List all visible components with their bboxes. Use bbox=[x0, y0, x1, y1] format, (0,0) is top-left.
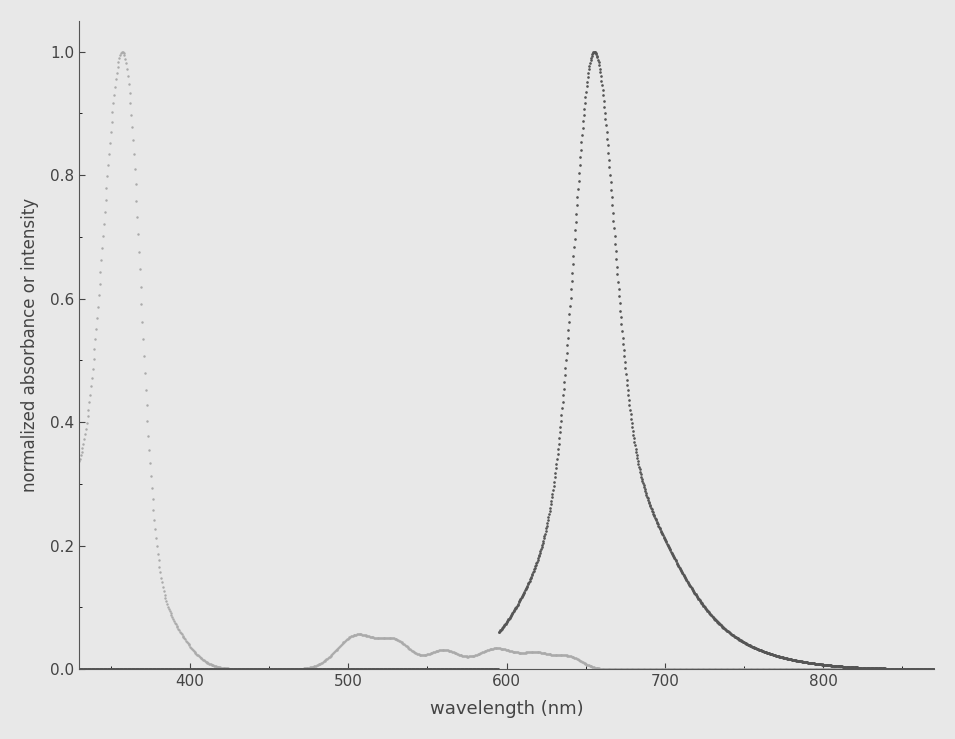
Y-axis label: normalized absorbance or intensity: normalized absorbance or intensity bbox=[21, 198, 39, 492]
X-axis label: wavelength (nm): wavelength (nm) bbox=[430, 700, 584, 718]
